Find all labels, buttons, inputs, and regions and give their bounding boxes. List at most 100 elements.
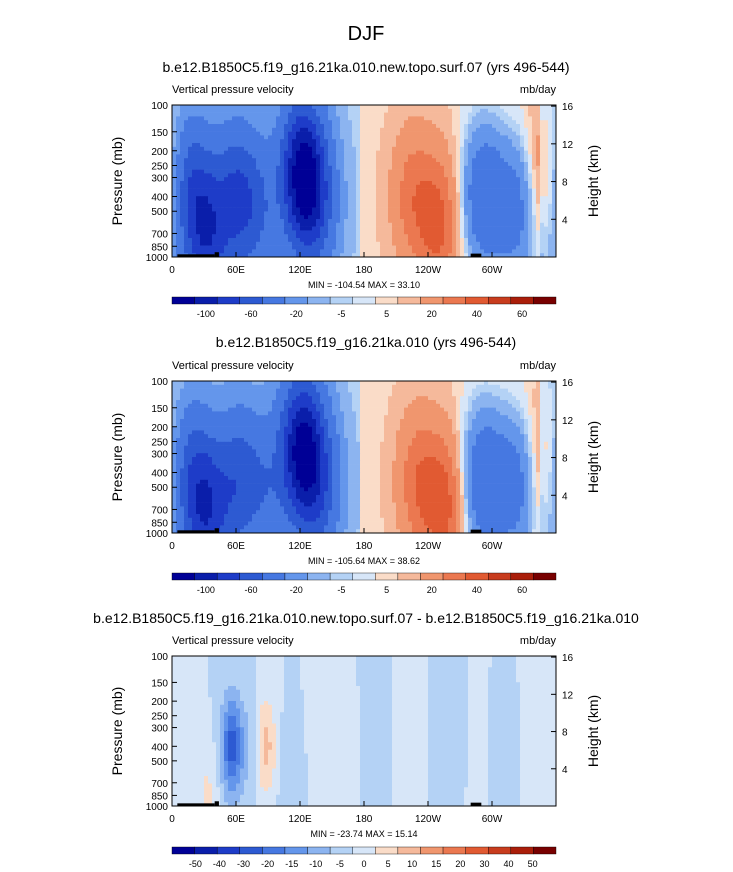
field-cell <box>260 131 265 136</box>
field-cell <box>204 124 209 129</box>
field-cell <box>456 169 461 174</box>
y-right-tick-label: 8 <box>562 178 568 189</box>
field-cell <box>192 154 197 159</box>
field-cell <box>448 396 453 401</box>
field-cell <box>476 219 481 224</box>
field-cell <box>424 108 429 113</box>
field-cell <box>264 181 269 186</box>
field-cell <box>320 419 325 424</box>
field-cell <box>224 146 229 151</box>
field-cell <box>172 173 177 178</box>
field-cell <box>252 158 257 163</box>
field-cell <box>400 381 405 386</box>
field-cell <box>460 150 465 155</box>
field-cell <box>420 184 425 189</box>
field-cell <box>196 124 201 129</box>
field-cell <box>540 207 545 212</box>
field-cell <box>504 105 509 110</box>
field-cell <box>472 173 477 178</box>
field-cell <box>484 181 489 186</box>
field-cell <box>184 158 189 163</box>
field-cell <box>440 124 445 129</box>
field-cell <box>344 234 349 239</box>
field-cell <box>364 200 369 205</box>
field-cell <box>228 112 233 117</box>
field-cell <box>504 222 509 227</box>
field-cell <box>516 169 521 174</box>
field-cell <box>428 165 433 170</box>
field-cell <box>536 124 541 129</box>
field-cell <box>328 253 333 258</box>
field-cell <box>316 388 321 393</box>
field-cell <box>184 392 189 397</box>
field-cell <box>176 207 181 212</box>
field-cell <box>448 139 453 144</box>
field-cell <box>428 173 433 178</box>
field-cell <box>508 381 513 386</box>
field-cell <box>292 392 297 397</box>
field-cell <box>524 381 529 386</box>
field-cell <box>444 396 449 401</box>
field-cell <box>484 249 489 254</box>
field-cell <box>232 127 237 132</box>
field-cell <box>240 203 245 208</box>
field-cell <box>516 219 521 224</box>
field-cell <box>428 234 433 239</box>
field-cell <box>280 238 285 243</box>
field-cell <box>188 105 193 110</box>
field-cell <box>272 238 277 243</box>
field-cell <box>236 245 241 250</box>
field-cell <box>328 143 333 148</box>
field-cell <box>200 184 205 189</box>
field-cell <box>208 146 213 151</box>
field-cell <box>324 253 329 258</box>
field-cell <box>536 154 541 159</box>
field-cell <box>504 226 509 231</box>
field-cell <box>428 396 433 401</box>
field-cell <box>372 177 377 182</box>
field-cell <box>480 124 485 129</box>
field-cell <box>480 219 485 224</box>
field-cell <box>292 407 297 412</box>
field-cell <box>384 249 389 254</box>
field-cell <box>396 146 401 151</box>
field-cell <box>448 143 453 148</box>
field-cell <box>504 112 509 117</box>
field-cell <box>472 184 477 189</box>
field-cell <box>280 230 285 235</box>
field-cell <box>440 184 445 189</box>
field-cell <box>488 116 493 121</box>
field-cell <box>452 241 457 246</box>
field-cell <box>400 234 405 239</box>
field-cell <box>544 230 549 235</box>
field-cell <box>236 158 241 163</box>
field-cell <box>348 131 353 136</box>
field-cell <box>232 143 237 148</box>
field-cell <box>492 396 497 401</box>
field-cell <box>416 184 421 189</box>
field-cell <box>292 169 297 174</box>
field-cell <box>388 177 393 182</box>
field-cell <box>500 211 505 216</box>
field-cell <box>528 411 533 416</box>
field-cell <box>388 162 393 167</box>
field-cell <box>296 112 301 117</box>
field-cell <box>328 396 333 401</box>
field-cell <box>256 403 261 408</box>
field-cell <box>424 169 429 174</box>
field-cell <box>364 415 369 420</box>
field-cell <box>468 162 473 167</box>
field-cell <box>260 222 265 227</box>
field-cell <box>544 116 549 121</box>
field-cell <box>384 192 389 197</box>
field-cell <box>308 184 313 189</box>
field-cell <box>236 143 241 148</box>
field-cell <box>496 381 501 386</box>
field-cell <box>248 207 253 212</box>
field-cell <box>468 112 473 117</box>
field-cell <box>420 381 425 386</box>
field-cell <box>212 241 217 246</box>
field-cell <box>432 192 437 197</box>
field-cell <box>428 184 433 189</box>
field-cell <box>324 112 329 117</box>
